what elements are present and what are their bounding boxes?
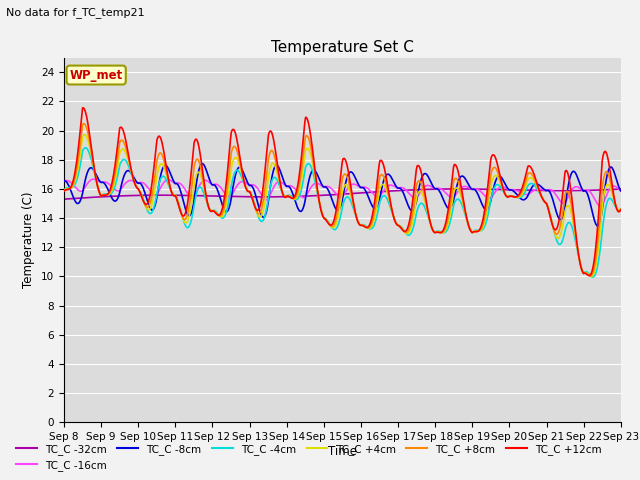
Y-axis label: Temperature (C): Temperature (C) [22, 192, 35, 288]
Title: Temperature Set C: Temperature Set C [271, 40, 414, 55]
Text: WP_met: WP_met [70, 69, 123, 82]
Legend: TC_C -32cm, TC_C -16cm, TC_C -8cm, TC_C -4cm, TC_C +4cm, TC_C +8cm, TC_C +12cm: TC_C -32cm, TC_C -16cm, TC_C -8cm, TC_C … [12, 439, 605, 475]
X-axis label: Time: Time [328, 445, 357, 458]
Text: No data for f_TC_temp21: No data for f_TC_temp21 [6, 7, 145, 18]
